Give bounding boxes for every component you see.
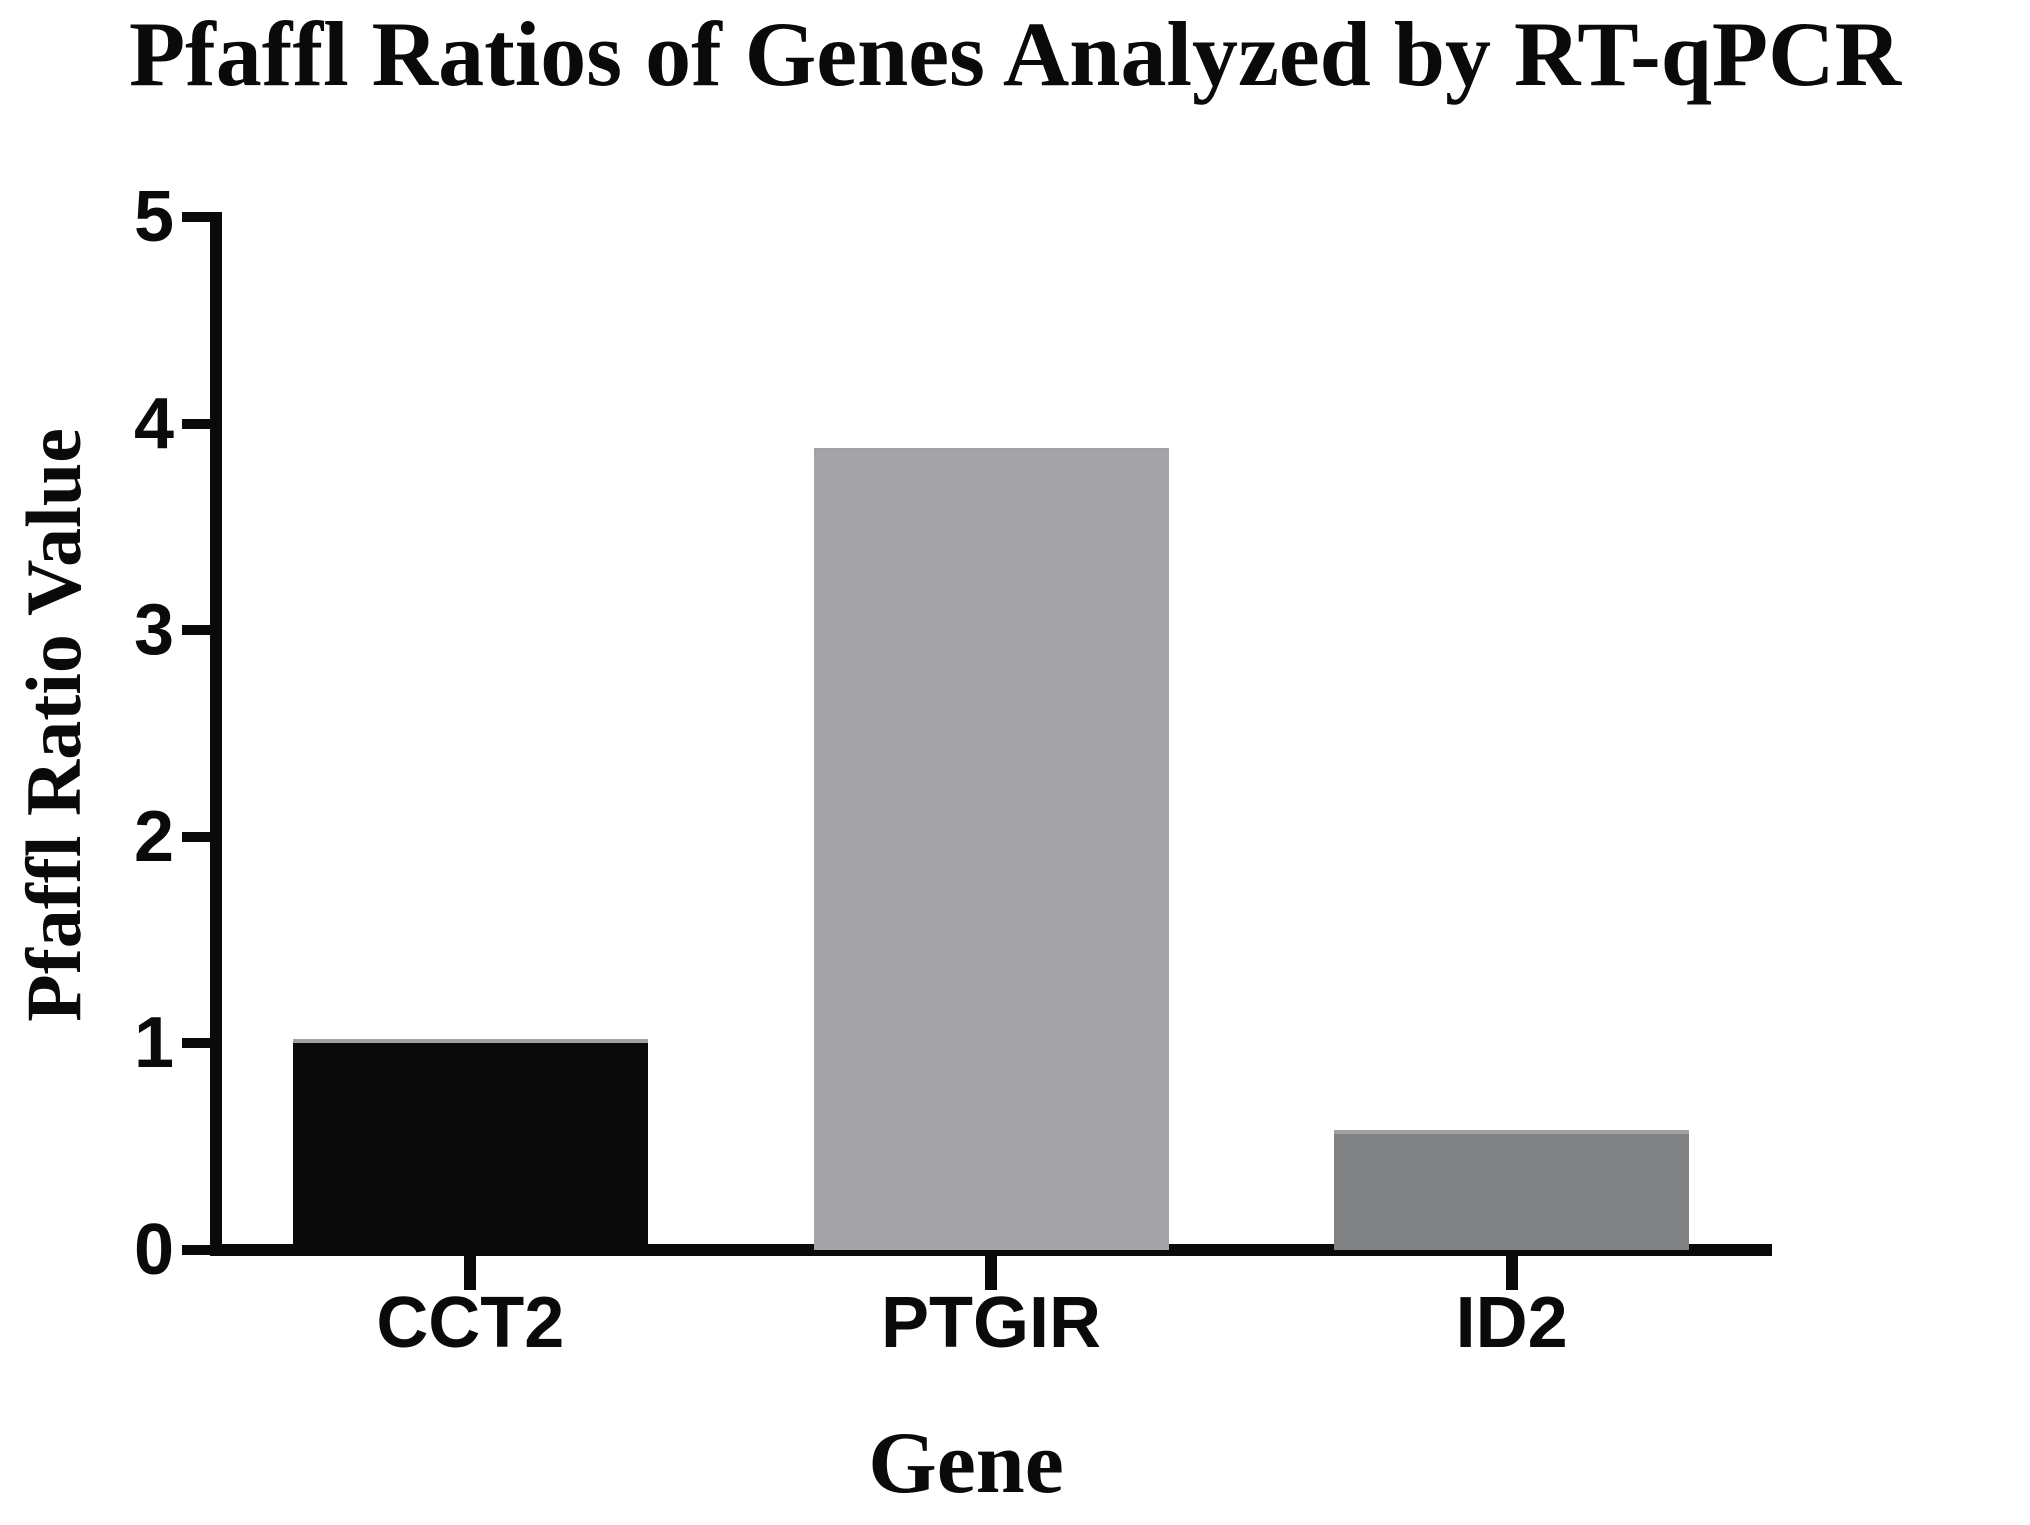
y-tick-mark xyxy=(182,212,210,222)
y-tick-label: 2 xyxy=(133,796,174,877)
x-tick-mark xyxy=(1505,1256,1518,1290)
y-axis-label: Pfaffl Ratio Value xyxy=(10,428,97,1022)
y-tick-label: 5 xyxy=(133,177,174,257)
y-tick-label: 3 xyxy=(133,590,174,671)
x-category-label-cct2: CCT2 xyxy=(376,1283,565,1363)
x-axis-label: Gene xyxy=(868,1415,1064,1512)
y-axis-line xyxy=(210,212,222,1256)
y-tick-label: 4 xyxy=(133,383,174,464)
y-tick-label: 0 xyxy=(133,1210,174,1290)
x-tick-mark xyxy=(464,1256,477,1290)
x-category-label-ptgir: PTGIR xyxy=(880,1283,1101,1363)
y-tick-mark xyxy=(182,1245,210,1255)
x-tick-mark xyxy=(985,1256,997,1290)
bar-ptgir xyxy=(813,448,1169,1250)
chart-title: Pfaffl Ratios of Genes Analyzed by RT-qP… xyxy=(128,3,1902,105)
bar-id2 xyxy=(1334,1130,1690,1250)
y-tick-label: 1 xyxy=(133,1003,174,1084)
plot-area: 0 1 2 3 4 5 CCT2 PTGIR ID2 xyxy=(134,179,1772,1359)
y-tick-mark xyxy=(182,418,210,429)
x-category-label-id2: ID2 xyxy=(1455,1283,1568,1363)
y-tick-mark xyxy=(182,1038,210,1049)
bar-cct2 xyxy=(292,1039,648,1250)
y-tick-mark xyxy=(182,625,210,636)
y-tick-mark xyxy=(182,831,210,842)
